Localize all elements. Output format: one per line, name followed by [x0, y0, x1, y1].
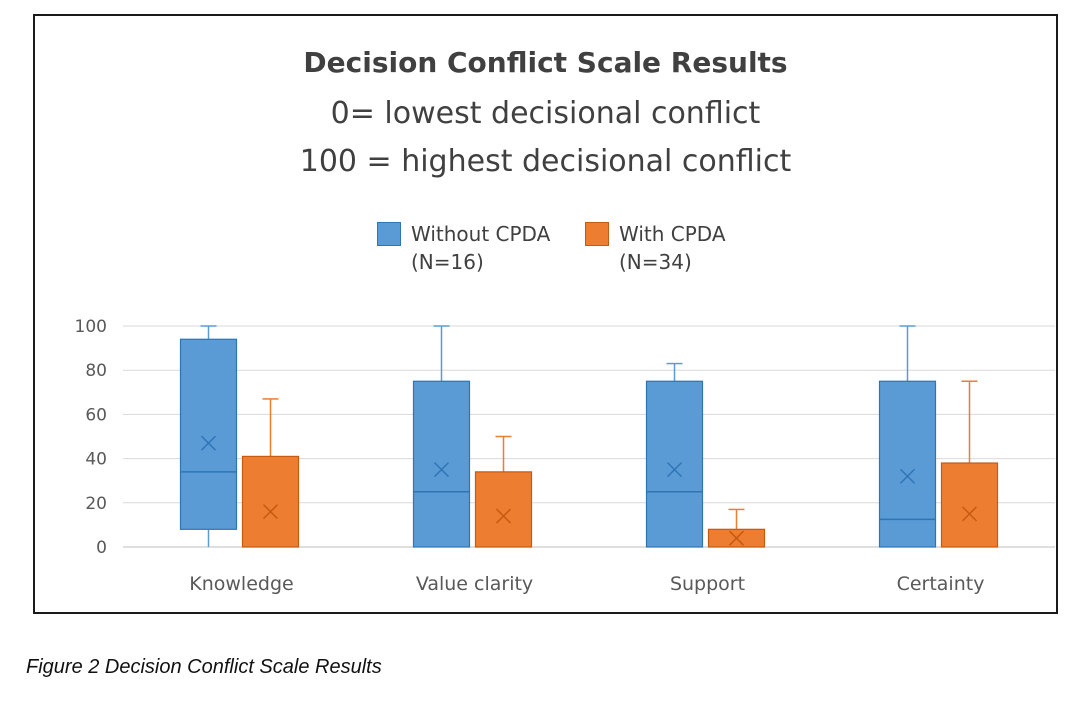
y-tick-label-0: 0: [96, 538, 107, 558]
mean-marker-support-without-cpda: [666, 462, 683, 478]
mean-marker-knowledge-without-cpda: [200, 435, 217, 451]
mean-marker-knowledge-with-cpda: [262, 504, 279, 520]
legend-label-without-cpda: Without CPDA (N=16): [411, 222, 551, 274]
mean-marker-value-clarity-without-cpda: [433, 462, 450, 478]
figure-caption: Figure 2 Decision Conflict Scale Results: [26, 656, 382, 678]
legend: Without CPDA (N=16) With CPDA (N=34): [35, 220, 1056, 290]
box-certainty-with-cpda: [940, 462, 999, 548]
y-tick-label-80: 80: [85, 361, 107, 381]
mean-marker-support-with-cpda: [728, 530, 745, 546]
chart-subtitle-line-2: 100 = highest decisional conflict: [299, 144, 792, 179]
legend-label-with-cpda: With CPDA (N=34): [619, 222, 726, 274]
x-tick-label-support: Support: [670, 573, 745, 595]
chart-subtitle-line-1: 0= lowest decisional conflict: [330, 96, 761, 131]
box-knowledge-with-cpda: [241, 455, 300, 548]
box-support-without-cpda: [645, 380, 704, 548]
legend-item-without-cpda: Without CPDA (N=16): [377, 220, 550, 276]
box-knowledge-without-cpda: [179, 338, 238, 530]
y-tick-label-40: 40: [85, 450, 107, 470]
mean-marker-value-clarity-with-cpda: [495, 508, 512, 524]
chart-frame: Decision Conflict Scale Results 0= lowes…: [33, 14, 1058, 614]
legend-swatch-with-cpda: [585, 222, 609, 246]
y-tick-label-60: 60: [85, 405, 107, 425]
box-plot: 0 20 40 60 80 100 Knowledge Value clarity Suppor…: [75, 317, 1055, 595]
mean-marker-certainty-without-cpda: [899, 468, 916, 484]
x-tick-label-certainty: Certainty: [897, 573, 985, 595]
legend-item-with-cpda: With CPDA (N=34): [585, 220, 726, 276]
mean-marker-certainty-with-cpda: [961, 506, 978, 522]
legend-swatch-without-cpda: [377, 222, 401, 246]
y-tick-label-20: 20: [85, 494, 107, 514]
chart-title: Decision Conflict Scale Results: [303, 46, 788, 79]
x-tick-label-value-clarity: Value clarity: [416, 573, 533, 595]
box-value-clarity-without-cpda: [412, 380, 471, 548]
x-tick-label-knowledge: Knowledge: [189, 573, 293, 595]
box-certainty-without-cpda: [878, 380, 937, 548]
y-tick-label-100: 100: [75, 317, 107, 337]
box-value-clarity-with-cpda: [474, 471, 533, 548]
